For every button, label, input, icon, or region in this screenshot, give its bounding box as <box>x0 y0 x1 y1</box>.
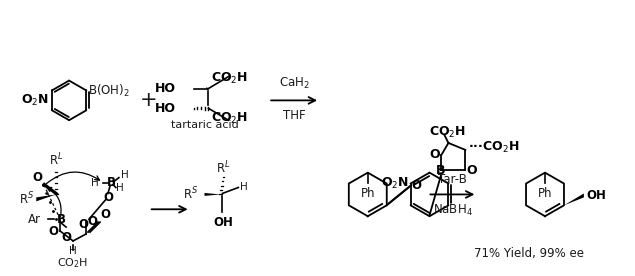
Text: Ar: Ar <box>28 213 41 226</box>
Polygon shape <box>204 193 220 196</box>
Polygon shape <box>564 193 584 205</box>
Text: O: O <box>32 171 42 184</box>
Text: 71% Yield, 99% ee: 71% Yield, 99% ee <box>474 247 584 260</box>
Text: H: H <box>240 182 248 192</box>
Text: HO: HO <box>155 82 176 95</box>
Text: Ph: Ph <box>538 187 552 200</box>
Text: tartaric acid: tartaric acid <box>171 120 238 130</box>
Text: O: O <box>61 231 71 244</box>
Text: NaBH$_4$: NaBH$_4$ <box>432 203 472 218</box>
Text: B: B <box>57 213 66 226</box>
Text: O: O <box>48 225 58 238</box>
Text: R$^L$: R$^L$ <box>216 160 231 177</box>
Text: B(OH)$_2$: B(OH)$_2$ <box>88 83 130 99</box>
Text: H: H <box>91 177 99 188</box>
Text: CO$_2$H: CO$_2$H <box>429 125 466 140</box>
Text: O$_2$N: O$_2$N <box>380 176 408 191</box>
Text: B: B <box>107 176 116 189</box>
Text: R$^L$: R$^L$ <box>49 152 64 169</box>
Text: THF: THF <box>283 109 305 122</box>
Text: O: O <box>100 208 110 221</box>
Text: O: O <box>430 148 441 161</box>
Text: OH: OH <box>213 216 233 229</box>
Text: O: O <box>466 164 477 177</box>
Text: CO$_2$H: CO$_2$H <box>211 111 248 126</box>
Text: O: O <box>78 217 88 231</box>
Text: O: O <box>87 215 97 228</box>
Text: H: H <box>116 184 124 193</box>
Text: O: O <box>411 179 422 192</box>
Text: B: B <box>436 164 445 177</box>
Text: CaH$_2$: CaH$_2$ <box>279 76 309 91</box>
Text: ···CO$_2$H: ···CO$_2$H <box>469 140 519 155</box>
Text: OH: OH <box>587 189 607 202</box>
Polygon shape <box>36 194 56 201</box>
Text: Ph: Ph <box>361 187 375 200</box>
Text: Tar-B: Tar-B <box>438 172 467 185</box>
Text: CO$_2$H: CO$_2$H <box>211 70 248 86</box>
Text: R$^S$: R$^S$ <box>184 186 199 203</box>
Text: O: O <box>103 191 113 204</box>
Text: H: H <box>121 170 129 180</box>
Polygon shape <box>206 87 208 90</box>
Text: H: H <box>69 246 77 256</box>
Text: O$_2$N: O$_2$N <box>21 93 49 108</box>
Text: R$^S$: R$^S$ <box>19 191 34 208</box>
Text: CO$_2$H: CO$_2$H <box>58 256 89 270</box>
Text: +: + <box>140 90 157 110</box>
Text: HO: HO <box>155 102 176 115</box>
